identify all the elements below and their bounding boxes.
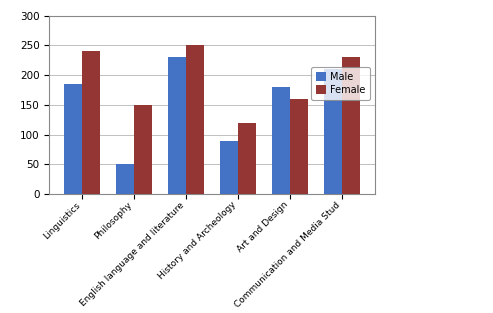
Bar — [64, 84, 82, 194]
Bar — [168, 57, 186, 194]
Bar — [186, 45, 204, 194]
Bar — [342, 57, 360, 194]
Bar — [272, 87, 290, 194]
Bar — [238, 123, 256, 194]
Bar — [323, 69, 342, 194]
Bar — [290, 99, 308, 194]
Bar — [116, 164, 134, 194]
Bar — [82, 51, 101, 194]
Legend: Male, Female: Male, Female — [311, 67, 370, 100]
Bar — [220, 141, 238, 194]
Bar — [134, 105, 152, 194]
